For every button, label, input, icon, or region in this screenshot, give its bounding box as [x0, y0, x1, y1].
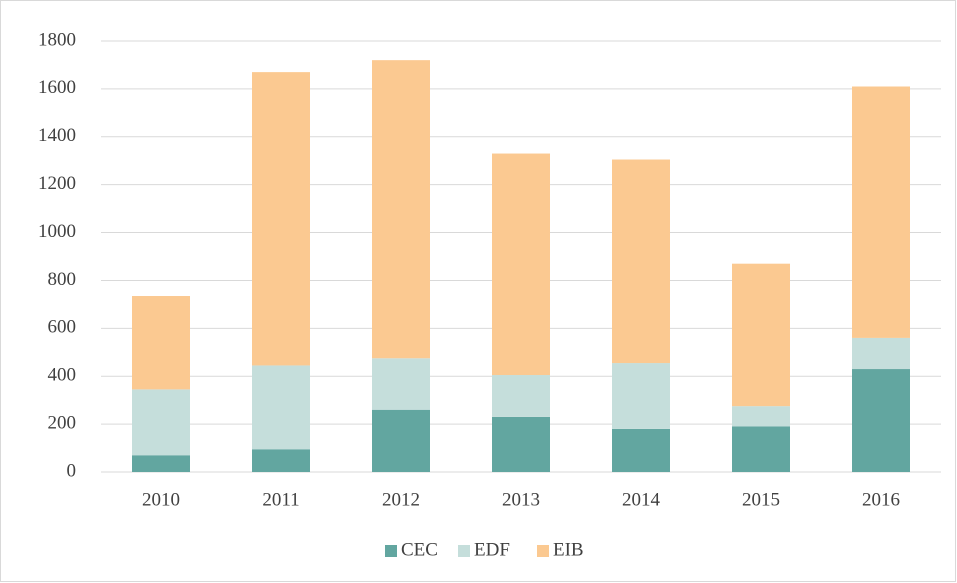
bar-segment	[612, 428, 670, 472]
bar-segment	[132, 455, 190, 472]
bar-segment	[492, 375, 550, 417]
legend-swatch	[385, 545, 397, 557]
x-tick-label: 2016	[862, 489, 900, 510]
y-tick-label: 400	[48, 365, 77, 386]
y-tick-label: 1800	[38, 29, 76, 50]
x-tick-label: 2011	[262, 489, 299, 510]
bar-segment	[492, 153, 550, 376]
bar-segment	[492, 416, 550, 472]
y-tick-label: 200	[48, 412, 77, 433]
bar-segment	[732, 426, 790, 472]
bar-segment	[252, 449, 310, 472]
x-tick-label: 2013	[502, 489, 540, 510]
legend-label: EIB	[553, 539, 584, 560]
bar-segment	[612, 159, 670, 364]
bar-segment	[252, 365, 310, 450]
bar-segment	[732, 406, 790, 427]
bar-segment	[612, 363, 670, 429]
y-tick-label: 0	[67, 460, 77, 481]
bar-segment	[852, 86, 910, 338]
legend-swatch	[458, 545, 470, 557]
legend-swatch	[537, 545, 549, 557]
bar-segment	[372, 358, 430, 410]
y-tick-label: 1400	[38, 125, 76, 146]
legend-label: CEC	[401, 539, 438, 560]
bar-segment	[132, 296, 190, 390]
y-tick-label: 1200	[38, 173, 76, 194]
bar-segment	[372, 60, 430, 359]
bar-segment	[372, 409, 430, 472]
x-tick-label: 2014	[622, 489, 661, 510]
y-tick-label: 800	[48, 269, 77, 290]
bar-segment	[252, 72, 310, 366]
bar-segment	[852, 369, 910, 472]
x-tick-label: 2010	[142, 489, 180, 510]
bar-segment	[132, 389, 190, 456]
x-tick-label: 2012	[382, 489, 420, 510]
bar-segment	[852, 337, 910, 370]
legend-label: EDF	[474, 539, 510, 560]
bar-segment	[732, 263, 790, 407]
y-tick-label: 600	[48, 317, 77, 338]
x-tick-label: 2015	[742, 489, 780, 510]
y-tick-label: 1600	[38, 77, 76, 98]
y-tick-label: 1000	[38, 221, 76, 242]
